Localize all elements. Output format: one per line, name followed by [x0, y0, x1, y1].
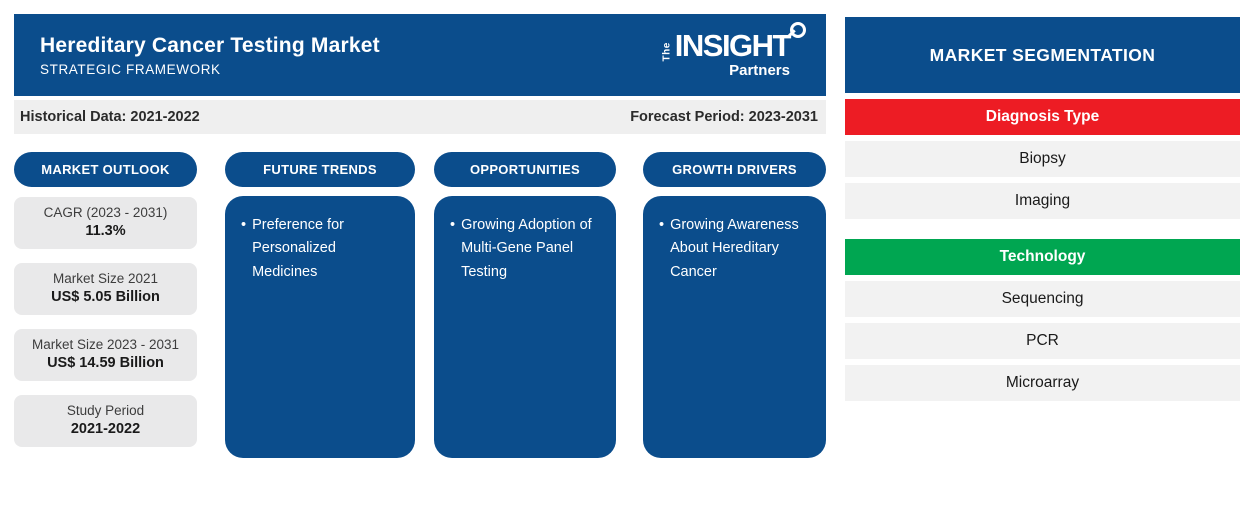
- stat-card-market-size-forecast: Market Size 2023 - 2031 US$ 14.59 Billio…: [14, 329, 197, 381]
- stat-label: Market Size 2023 - 2031: [31, 337, 180, 353]
- header-bar: Hereditary Cancer Testing Market STRATEG…: [14, 14, 826, 96]
- stat-card-study-period: Study Period 2021-2022: [14, 395, 197, 447]
- bullet-text: Growing Awareness About Hereditary Cance…: [670, 217, 799, 280]
- opportunities-column: OPPORTUNITIES • Growing Adoption of Mult…: [434, 152, 616, 458]
- segment-group-technology: Technology: [845, 239, 1240, 275]
- segmentation-title: MARKET SEGMENTATION: [845, 17, 1240, 93]
- stat-value: 11.3%: [85, 222, 126, 239]
- brand-logo: The INSIGHT Partners: [661, 22, 816, 79]
- bullet-icon: •: [241, 217, 247, 233]
- segmentation-panel: MARKET SEGMENTATION Diagnosis Type Biops…: [845, 17, 1240, 407]
- market-outlook-stats: CAGR (2023 - 2031) 11.3% Market Size 202…: [14, 197, 197, 447]
- future-trends-card: • Preference for Personalized Medicines: [225, 196, 415, 458]
- page-subtitle: STRATEGIC FRAMEWORK: [40, 61, 221, 77]
- info-bar: Historical Data: 2021-2022 Forecast Peri…: [14, 100, 826, 134]
- logo-block: INSIGHT Partners: [674, 22, 806, 79]
- bullet-item: • Growing Awareness About Hereditary Can…: [659, 214, 812, 284]
- logo-the-text: The: [661, 41, 673, 61]
- bullet-item: • Preference for Personalized Medicines: [241, 214, 401, 284]
- tab-opportunities[interactable]: OPPORTUNITIES: [434, 152, 616, 187]
- magnifier-icon: [790, 22, 806, 39]
- tab-market-outlook[interactable]: MARKET OUTLOOK: [14, 152, 197, 187]
- bullet-icon: •: [450, 217, 456, 233]
- segment-item-pcr: PCR: [845, 323, 1240, 359]
- market-outlook-column: MARKET OUTLOOK CAGR (2023 - 2031) 11.3% …: [14, 152, 197, 461]
- title-block: Hereditary Cancer Testing Market STRATEG…: [40, 33, 380, 76]
- tab-growth-drivers[interactable]: GROWTH DRIVERS: [643, 152, 826, 187]
- forecast-period-label: Forecast Period: 2023-2031: [630, 109, 818, 125]
- tab-future-trends[interactable]: FUTURE TRENDS: [225, 152, 415, 187]
- stat-card-market-size-2021: Market Size 2021 US$ 5.05 Billion: [14, 263, 197, 315]
- bullet-icon: •: [659, 217, 665, 233]
- opportunities-card: • Growing Adoption of Multi-Gene Panel T…: [434, 196, 616, 458]
- growth-drivers-column: GROWTH DRIVERS • Growing Awareness About…: [643, 152, 826, 458]
- logo-partners-text: Partners: [729, 61, 790, 79]
- segment-group-diagnosis-type: Diagnosis Type: [845, 99, 1240, 135]
- bullet-text: Growing Adoption of Multi-Gene Panel Tes…: [461, 217, 592, 280]
- segment-item-imaging: Imaging: [845, 183, 1240, 219]
- stat-label: CAGR (2023 - 2031): [43, 205, 168, 221]
- historical-data-label: Historical Data: 2021-2022: [20, 109, 200, 125]
- segment-item-biopsy: Biopsy: [845, 141, 1240, 177]
- growth-drivers-card: • Growing Awareness About Hereditary Can…: [643, 196, 826, 458]
- segment-item-microarray: Microarray: [845, 365, 1240, 401]
- stat-value: 2021-2022: [70, 420, 141, 437]
- page-title: Hereditary Cancer Testing Market: [40, 34, 380, 58]
- stat-value: US$ 14.59 Billion: [47, 354, 164, 371]
- stat-card-cagr: CAGR (2023 - 2031) 11.3%: [14, 197, 197, 249]
- stat-label: Market Size 2021: [52, 271, 159, 287]
- logo-insight-label: INSIGHT: [674, 28, 792, 64]
- segment-item-sequencing: Sequencing: [845, 281, 1240, 317]
- bullet-text: Preference for Personalized Medicines: [252, 217, 344, 280]
- stat-label: Study Period: [66, 403, 145, 419]
- stat-value: US$ 5.05 Billion: [51, 288, 160, 305]
- logo-insight-text: INSIGHT: [674, 22, 806, 64]
- future-trends-column: FUTURE TRENDS • Preference for Personali…: [225, 152, 415, 458]
- bullet-item: • Growing Adoption of Multi-Gene Panel T…: [450, 214, 602, 284]
